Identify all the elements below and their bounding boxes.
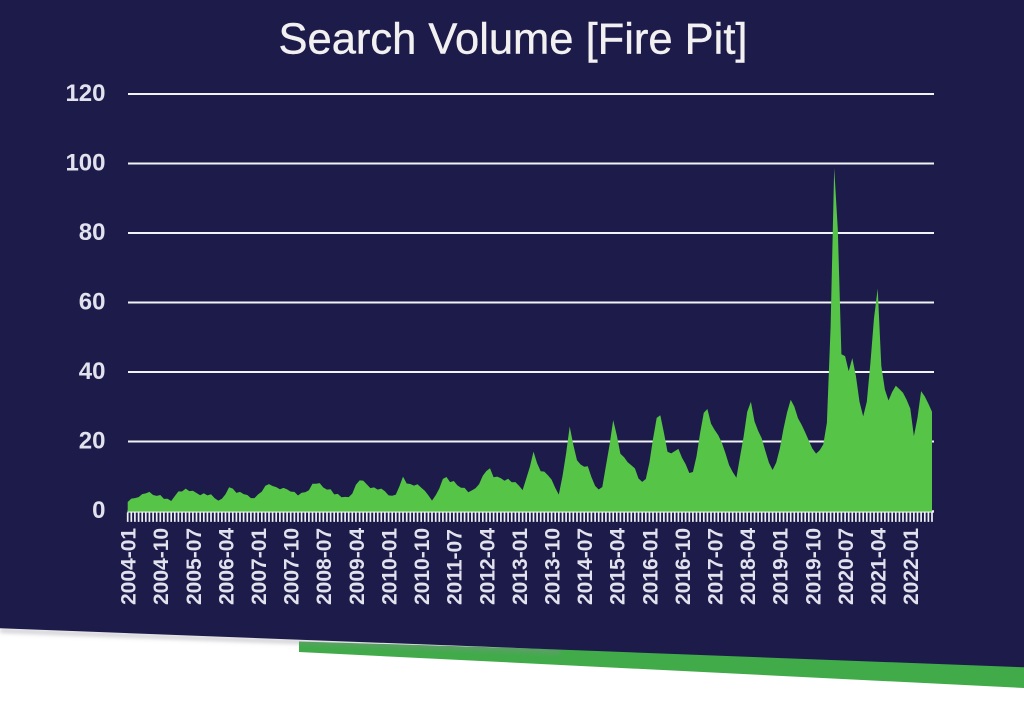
svg-text:2014-07: 2014-07 <box>574 528 597 605</box>
svg-text:2010-10: 2010-10 <box>411 528 434 605</box>
svg-text:60: 60 <box>79 288 106 315</box>
svg-text:120: 120 <box>65 80 105 107</box>
svg-text:2013-10: 2013-10 <box>542 528 565 605</box>
svg-text:2012-04: 2012-04 <box>476 528 499 605</box>
svg-text:2011-07: 2011-07 <box>444 529 467 605</box>
svg-text:2010-01: 2010-01 <box>379 528 402 605</box>
svg-text:2015-04: 2015-04 <box>607 528 630 605</box>
svg-text:0: 0 <box>92 497 105 524</box>
svg-text:2016-10: 2016-10 <box>672 528 695 605</box>
svg-text:2021-04: 2021-04 <box>868 528 891 605</box>
svg-text:2007-01: 2007-01 <box>248 528 271 605</box>
svg-text:40: 40 <box>79 358 106 385</box>
svg-text:2019-10: 2019-10 <box>802 528 825 605</box>
svg-text:2004-10: 2004-10 <box>150 528 173 605</box>
svg-text:100: 100 <box>65 149 105 176</box>
svg-text:2004-01: 2004-01 <box>118 528 141 605</box>
svg-text:2018-04: 2018-04 <box>737 528 760 605</box>
svg-text:2017-07: 2017-07 <box>705 528 728 605</box>
svg-text:20: 20 <box>79 427 106 454</box>
svg-text:2005-07: 2005-07 <box>183 528 206 605</box>
svg-text:Search Volume [Fire Pit]: Search Volume [Fire Pit] <box>278 16 747 64</box>
svg-text:80: 80 <box>79 219 106 246</box>
svg-text:2016-01: 2016-01 <box>639 528 662 605</box>
svg-text:2019-01: 2019-01 <box>770 528 793 605</box>
svg-text:2008-07: 2008-07 <box>313 528 336 605</box>
svg-text:2013-01: 2013-01 <box>509 528 532 605</box>
svg-text:2022-01: 2022-01 <box>900 528 923 605</box>
svg-text:2020-07: 2020-07 <box>835 528 858 605</box>
svg-text:2006-04: 2006-04 <box>215 528 238 605</box>
svg-text:2007-10: 2007-10 <box>281 528 304 605</box>
svg-text:2009-04: 2009-04 <box>346 528 369 605</box>
